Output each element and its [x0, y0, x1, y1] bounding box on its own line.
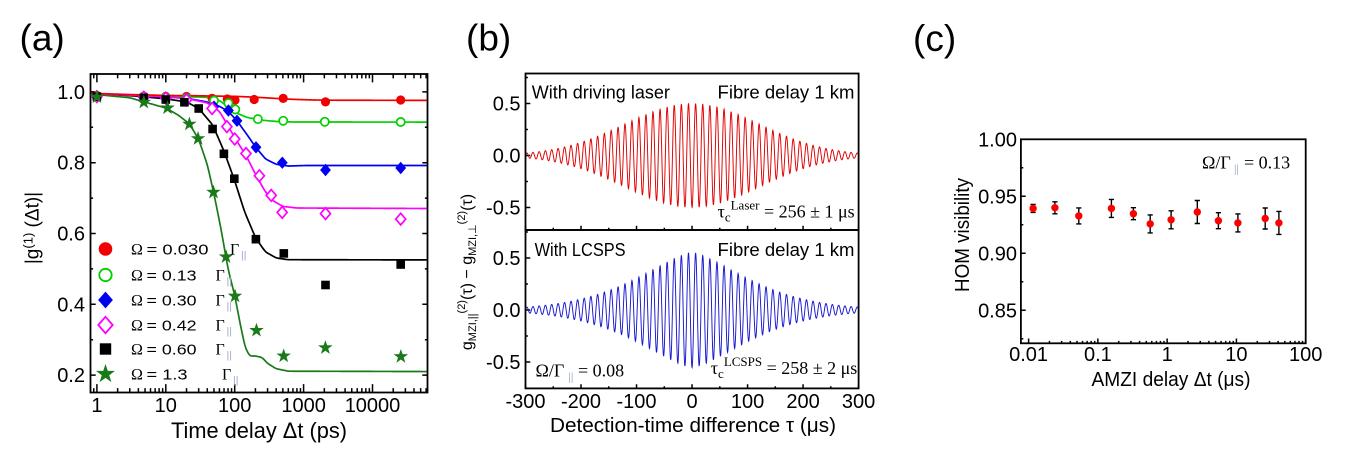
svg-text:||: || [227, 326, 232, 338]
svg-text:1.00: 1.00 [978, 129, 1017, 151]
svg-text:HOM visibility: HOM visibility [952, 178, 974, 292]
svg-text:Γ: Γ [216, 342, 225, 359]
svg-text:0: 0 [686, 391, 697, 413]
svg-text:= 0.08: = 0.08 [578, 361, 624, 381]
svg-text:0.2: 0.2 [57, 365, 85, 387]
svg-text:Γ: Γ [230, 242, 239, 259]
svg-text:Fibre delay 1 km: Fibre delay 1 km [718, 240, 855, 260]
svg-text:||: || [241, 250, 246, 262]
svg-text:10: 10 [155, 395, 177, 417]
svg-text:AMZI delay Δt (μs): AMZI delay Δt (μs) [1092, 369, 1251, 391]
svg-text:1.0: 1.0 [57, 82, 85, 104]
svg-text:||: || [227, 301, 232, 313]
svg-text:τcLCSPS = 258 ± 2 μs: τcLCSPS = 258 ± 2 μs [711, 354, 858, 381]
svg-text:0.1: 0.1 [1084, 344, 1112, 366]
svg-text:= 1.3: = 1.3 [147, 367, 188, 384]
svg-text:Detection-time difference τ (μ: Detection-time difference τ (μs) [550, 415, 836, 437]
svg-text:0.4: 0.4 [57, 294, 85, 316]
svg-text:200: 200 [786, 391, 819, 413]
svg-text:10000: 10000 [345, 395, 401, 417]
svg-text:= 0.13: = 0.13 [147, 268, 197, 285]
svg-text:1: 1 [91, 395, 102, 417]
svg-text:0.0: 0.0 [493, 300, 521, 322]
svg-text:0.5: 0.5 [493, 94, 521, 116]
svg-text:(a): (a) [20, 18, 65, 59]
svg-text:|g(1) (Δt)|: |g(1) (Δt)| [21, 192, 44, 264]
svg-text:Γ: Γ [216, 268, 225, 285]
svg-text:Ω: Ω [131, 342, 143, 359]
svg-text:(b): (b) [466, 18, 511, 59]
svg-text:= 0.42: = 0.42 [147, 318, 197, 335]
svg-text:= 0.60: = 0.60 [147, 342, 197, 359]
svg-text:= 0.30: = 0.30 [147, 293, 197, 310]
svg-text:0.95: 0.95 [978, 186, 1017, 208]
svg-text:Ω: Ω [131, 293, 143, 310]
svg-text:100: 100 [218, 395, 251, 417]
svg-text:Ω: Ω [131, 268, 143, 285]
svg-text:300: 300 [842, 391, 875, 413]
svg-text:= 0.13: = 0.13 [1244, 153, 1290, 173]
svg-text:||: || [227, 350, 232, 362]
svg-text:With LCSPS: With LCSPS [535, 240, 626, 260]
svg-text:0.6: 0.6 [57, 224, 85, 246]
svg-text:-200: -200 [561, 391, 601, 413]
svg-text:Ω: Ω [131, 318, 143, 335]
svg-text:||: || [569, 370, 574, 384]
svg-text:-0.5: -0.5 [486, 198, 520, 220]
svg-text:0.01: 0.01 [1009, 344, 1048, 366]
svg-text:Ω: Ω [131, 242, 143, 259]
svg-text:0.85: 0.85 [978, 300, 1017, 322]
svg-text:1000: 1000 [281, 395, 326, 417]
svg-text:Γ: Γ [222, 367, 231, 384]
svg-text:0.5: 0.5 [493, 248, 521, 270]
svg-text:||: || [233, 375, 238, 387]
svg-text:10: 10 [1225, 344, 1247, 366]
svg-text:Ω/Γ: Ω/Γ [536, 361, 565, 381]
svg-text:-100: -100 [616, 391, 656, 413]
svg-text:(c): (c) [913, 18, 956, 59]
svg-text:Γ: Γ [216, 293, 225, 310]
svg-text:Ω/Γ: Ω/Γ [1202, 153, 1231, 173]
svg-text:Γ: Γ [216, 318, 225, 335]
svg-text:||: || [1234, 162, 1239, 176]
svg-text:0.8: 0.8 [57, 153, 85, 175]
svg-text:-300: -300 [505, 391, 545, 413]
svg-text:100: 100 [1289, 344, 1322, 366]
svg-text:100: 100 [731, 391, 764, 413]
svg-text:||: || [227, 276, 232, 288]
svg-text:With driving laser: With driving laser [532, 82, 670, 102]
svg-text:-0.5: -0.5 [486, 352, 520, 374]
svg-text:0.0: 0.0 [493, 146, 521, 168]
svg-text:Fibre delay 1 km: Fibre delay 1 km [718, 82, 855, 102]
svg-text:Ω: Ω [131, 367, 143, 384]
svg-text:0.90: 0.90 [978, 243, 1017, 265]
svg-text:Time delay Δt (ps): Time delay Δt (ps) [171, 418, 347, 443]
svg-text:= 0.030: = 0.030 [147, 242, 209, 259]
svg-text:1: 1 [1162, 344, 1173, 366]
